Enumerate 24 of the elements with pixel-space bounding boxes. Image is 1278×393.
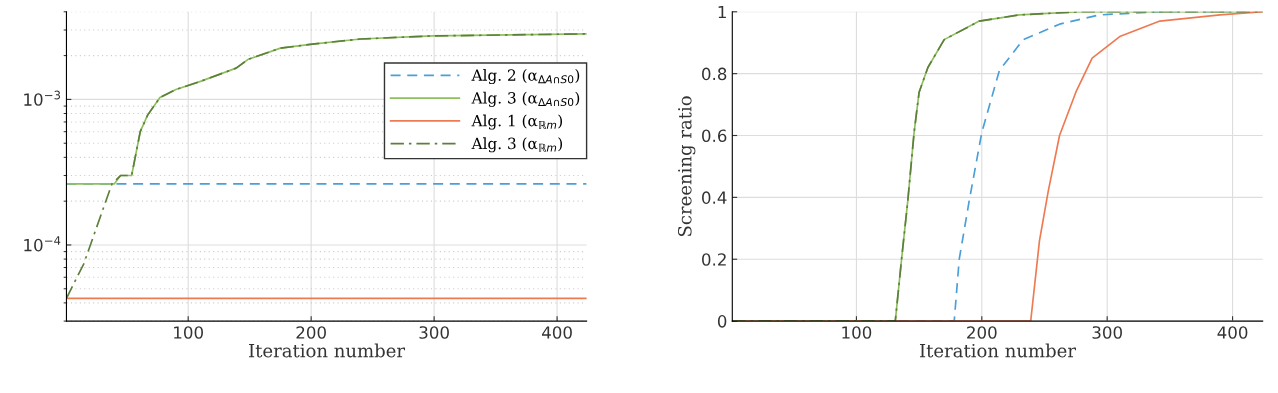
y-tick-label: 0.4 [702,191,727,204]
legend-label: Alg. 2 (α$_{ΔA∩S0}$) [471,69,580,85]
x-tick-label: 300 [419,326,449,339]
line-series [66,33,587,300]
x-tick-label: 100 [842,326,872,339]
legend-label: Alg. 1 (α$_{ℝm}$) [471,114,563,130]
legend-label: Alg. 3 (α$_{ℝm}$) [471,137,563,153]
y-tick-label: 0 [717,315,727,328]
x-tick-label: 400 [1217,326,1248,339]
y-tick-label: 0.8 [702,67,727,81]
y-tick-label: 0.6 [702,129,727,143]
x-tick-label: 200 [967,326,997,339]
x-tick-label: 100 [174,326,203,339]
x-tick-label: 400 [542,326,572,339]
y-tick-label: 10$^{−3}$ [24,90,61,106]
x-tick-label: 200 [296,326,326,339]
y-axis-title: Screening ratio [677,96,696,236]
y-tick-label: 0.2 [702,253,726,266]
x-tick-label: 300 [1092,326,1122,339]
x-axis-title: Iteration number [249,343,406,358]
y-tick-label: 10$^{−4}$ [24,236,61,252]
x-axis-title: Iteration number [919,343,1076,358]
legend-label: Alg. 3 (α$_{ΔA∩S0}$) [471,91,580,107]
y-tick-label: 1 [718,5,726,19]
